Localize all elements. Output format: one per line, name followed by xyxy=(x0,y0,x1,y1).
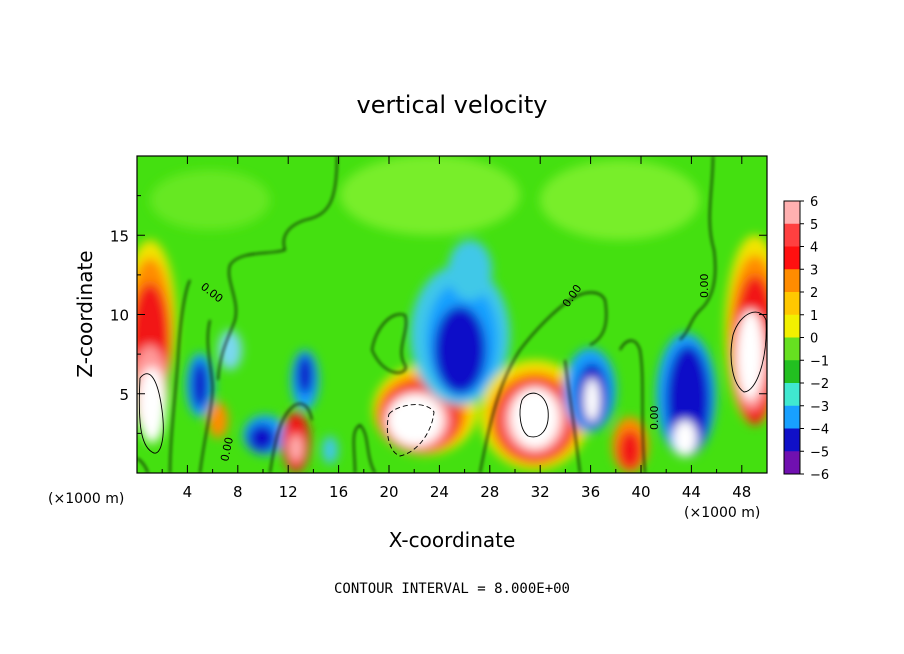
x-tick-label: 16 xyxy=(329,483,348,501)
y-tick-label: 10 xyxy=(110,307,129,325)
colorbar-label: 5 xyxy=(810,218,818,233)
contour-label: 0.00 xyxy=(648,406,661,431)
y-axis: 5 10 15 xyxy=(110,195,767,434)
x-tick-label: 20 xyxy=(379,483,398,501)
colorbar-swatch xyxy=(784,383,800,407)
colorbar-swatch xyxy=(784,428,800,452)
contour-label: 0.00 xyxy=(218,436,236,463)
colorbar-label: −6 xyxy=(810,468,829,483)
x-tick-label: 8 xyxy=(233,483,243,501)
colorbar-swatch xyxy=(784,405,800,429)
heatmap-field xyxy=(137,156,767,473)
colorbar-swatch xyxy=(784,223,800,247)
x-tick-label: 4 xyxy=(183,483,193,501)
x-tick-label: 32 xyxy=(531,483,550,501)
y-tick-label: 15 xyxy=(110,227,129,245)
x-tick-label: 48 xyxy=(732,483,751,501)
y-tick-label: 5 xyxy=(119,386,129,404)
contour-lines-thin xyxy=(138,311,767,457)
colorbar-label: −2 xyxy=(810,377,829,392)
x-unit-right: (×1000 m) xyxy=(684,505,760,521)
colorbar-swatch xyxy=(784,201,800,225)
y-axis-label: Z-coordinate xyxy=(73,250,97,377)
colorbar-swatch xyxy=(784,451,800,475)
x-tick-label: 12 xyxy=(279,483,298,501)
x-tick-label: 36 xyxy=(581,483,600,501)
chart-title: vertical velocity xyxy=(357,91,548,119)
colorbar-label: 1 xyxy=(810,309,818,324)
colorbar: 6 5 4 3 2 1 0 −1 −2 −3 −4 −5 −6 xyxy=(783,195,829,483)
x-tick-label: 40 xyxy=(631,483,650,501)
x-tick-label: 28 xyxy=(480,483,499,501)
colorbar-label: 6 xyxy=(810,195,818,210)
colorbar-swatch xyxy=(784,314,800,338)
contour-interval-note: CONTOUR INTERVAL = 8.000E+00 xyxy=(334,581,570,597)
colorbar-label: 4 xyxy=(810,241,818,256)
colorbar-swatch xyxy=(784,292,800,316)
colorbar-label: −5 xyxy=(810,445,829,460)
colorbar-swatch xyxy=(784,337,800,361)
colorbar-label: 2 xyxy=(810,286,818,301)
contour-label: 0.00 xyxy=(698,274,711,299)
contour-lines xyxy=(137,156,716,473)
x-axis-label: X-coordinate xyxy=(389,528,516,552)
x-tick-label: 44 xyxy=(682,483,701,501)
contour-labels: 0.00 0.00 0.00 0.00 0.00 xyxy=(198,274,711,463)
colorbar-label: 0 xyxy=(810,332,818,347)
colorbar-label: −3 xyxy=(810,400,829,415)
colorbar-label: 3 xyxy=(810,263,818,278)
x-unit-left: (×1000 m) xyxy=(48,491,124,507)
colorbar-swatch xyxy=(784,360,800,384)
colorbar-swatch xyxy=(784,269,800,293)
colorbar-swatch xyxy=(784,246,800,270)
x-axis: 4 8 12 16 20 24 28 32 36 40 44 48 xyxy=(161,156,751,501)
x-tick-label: 24 xyxy=(430,483,449,501)
colorbar-label: −4 xyxy=(810,423,829,438)
colorbar-label: −1 xyxy=(810,354,829,369)
